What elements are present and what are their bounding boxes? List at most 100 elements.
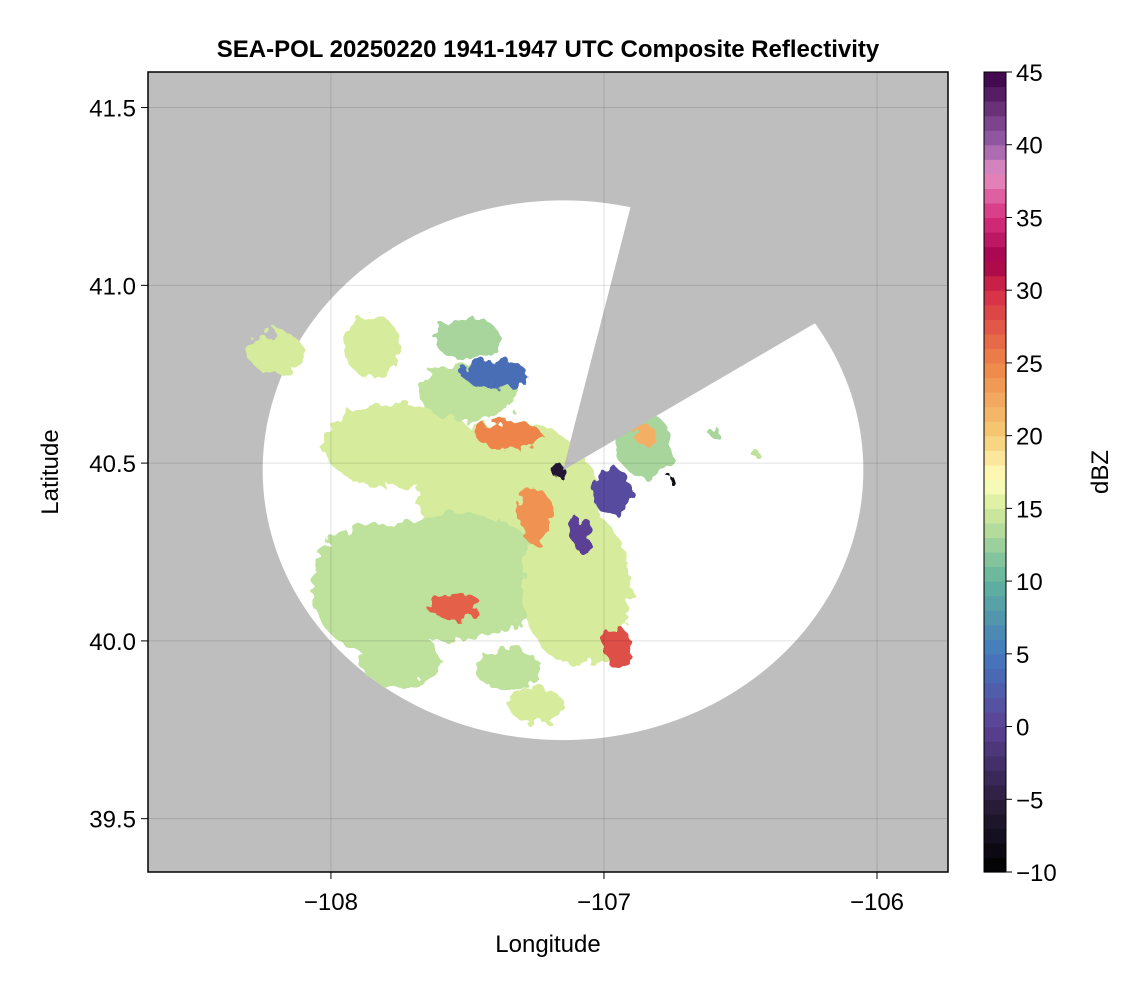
colorbar-segment: [984, 159, 1006, 175]
colorbar-segment: [984, 493, 1006, 509]
colorbar-tick-label: 35: [1016, 205, 1043, 232]
colorbar-segment: [984, 610, 1006, 626]
colorbar-segment: [984, 392, 1006, 408]
colorbar-tick-label: 15: [1016, 496, 1043, 523]
colorbar-segment: [984, 842, 1006, 859]
colorbar-segment: [984, 639, 1006, 655]
colorbar-label: dBZ: [1087, 450, 1114, 494]
y-tick-label: 40.5: [89, 451, 136, 478]
colorbar-segment: [984, 741, 1006, 757]
colorbar-tick-label: −5: [1016, 787, 1043, 814]
echo-regions: [249, 313, 759, 723]
colorbar-segment: [984, 319, 1006, 335]
colorbar-segment: [984, 522, 1006, 539]
echo-region-20: [550, 463, 565, 478]
colorbar-segment: [984, 217, 1006, 233]
x-tick-label: −107: [577, 889, 631, 916]
colorbar-segment: [984, 755, 1006, 771]
echo-region-2: [322, 402, 476, 489]
colorbar-segment: [984, 595, 1006, 611]
echo-region-19: [571, 516, 594, 552]
colorbar-segment: [984, 275, 1006, 291]
colorbar-tick-label: 0: [1016, 715, 1029, 742]
colorbar-segment: [984, 799, 1006, 815]
colorbar-segment: [984, 653, 1006, 669]
colorbar-segment: [984, 130, 1006, 146]
colorbar-segment: [984, 813, 1006, 829]
echo-region-4: [311, 523, 432, 652]
colorbar-tick-label: 30: [1016, 278, 1043, 305]
echo-region-16: [603, 626, 632, 670]
colorbar-tick-label: −10: [1016, 860, 1057, 887]
colorbar-tick-label: 40: [1016, 133, 1043, 160]
colorbar-segment: [984, 362, 1006, 379]
y-tick-label: 41.5: [89, 96, 136, 123]
echo-region-9: [358, 630, 441, 688]
echo-region-7: [344, 313, 400, 378]
colorbar-segment: [984, 333, 1006, 349]
colorbar-tick-label: 25: [1016, 351, 1043, 378]
x-axis-label: Longitude: [495, 931, 600, 958]
colorbar-segment: [984, 406, 1006, 422]
y-axis: 39.5 40.0 40.5 41.0 41.5: [89, 96, 148, 834]
colorbar-tick-label: 10: [1016, 569, 1043, 596]
x-tick-label: −108: [304, 889, 358, 916]
colorbar-segment: [984, 784, 1006, 800]
colorbar-segment: [984, 290, 1006, 306]
colorbar-segment: [984, 246, 1006, 262]
echo-region-21: [668, 477, 676, 485]
colorbar: −10 −5 0 5 10 15 20 25 30 35 40 45: [983, 60, 1057, 887]
colorbar-segment: [984, 668, 1006, 684]
echo-region-13: [461, 360, 528, 389]
y-tick-label: 40.0: [89, 629, 136, 656]
colorbar-segment: [984, 304, 1006, 320]
colorbar-segment: [984, 261, 1006, 277]
colorbar-segment: [984, 508, 1006, 524]
colorbar-segment: [984, 348, 1006, 364]
colorbar-segment: [984, 581, 1006, 597]
colorbar-segment: [984, 479, 1006, 495]
echo-region-17: [519, 488, 553, 545]
colorbar-segment: [984, 144, 1006, 160]
colorbar-segment: [984, 202, 1006, 219]
colorbar-segment: [984, 450, 1006, 466]
echo-region-18: [593, 466, 632, 517]
colorbar-segment: [984, 115, 1006, 131]
colorbar-segment: [984, 101, 1006, 117]
colorbar-segment: [984, 712, 1006, 728]
colorbar-segment: [984, 624, 1006, 640]
colorbar-segment: [984, 726, 1006, 742]
colorbar-segment: [984, 232, 1006, 248]
chart-title: SEA-POL 20250220 1941-1947 UTC Composite…: [217, 36, 880, 63]
x-axis: −108 −107 −106: [304, 872, 904, 916]
colorbar-segment: [984, 377, 1006, 393]
echo-region-22: [634, 424, 656, 446]
colorbar-segment: [984, 421, 1006, 437]
colorbar-segment: [984, 682, 1006, 699]
colorbar-segment: [984, 770, 1006, 786]
y-tick-label: 39.5: [89, 807, 136, 834]
colorbar-tick-label: 20: [1016, 424, 1043, 451]
blocked-sector: [563, 72, 948, 471]
colorbar-tick-label: 5: [1016, 642, 1029, 669]
echo-region-3: [522, 509, 632, 666]
colorbar-segment: [984, 435, 1006, 451]
colorbar-segment: [984, 173, 1006, 189]
colorbar-segment: [984, 857, 1006, 873]
colorbar-tick-label: 45: [1016, 60, 1043, 87]
plot-frame: [147, 71, 949, 873]
echo-region-6: [434, 317, 501, 360]
echo-region-10: [475, 648, 542, 691]
y-tick-label: 41.0: [89, 273, 136, 300]
grid-lines: [148, 72, 948, 872]
echo-region-24: [750, 448, 759, 457]
echo-region-15: [426, 591, 482, 620]
colorbar-segment: [984, 552, 1006, 568]
colorbar-frame: [983, 71, 1007, 873]
colorbar-segment: [984, 464, 1006, 480]
colorbar-segment: [984, 72, 1006, 88]
colorbar-segment: [984, 537, 1006, 553]
colorbar-segment: [984, 86, 1006, 102]
echo-region-8: [249, 331, 304, 375]
